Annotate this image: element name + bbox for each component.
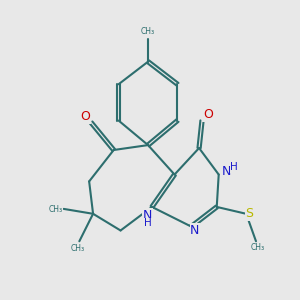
Text: CH₃: CH₃ — [141, 27, 155, 36]
Text: H: H — [230, 162, 238, 172]
Text: O: O — [203, 108, 213, 121]
Text: N: N — [190, 224, 200, 237]
Text: N: N — [221, 164, 231, 178]
Text: CH₃: CH₃ — [48, 205, 62, 214]
Text: CH₃: CH₃ — [250, 243, 265, 252]
Text: H: H — [144, 218, 152, 228]
Text: S: S — [245, 207, 253, 220]
Text: O: O — [80, 110, 90, 123]
Text: CH₃: CH₃ — [71, 244, 85, 253]
Text: N: N — [143, 209, 152, 222]
